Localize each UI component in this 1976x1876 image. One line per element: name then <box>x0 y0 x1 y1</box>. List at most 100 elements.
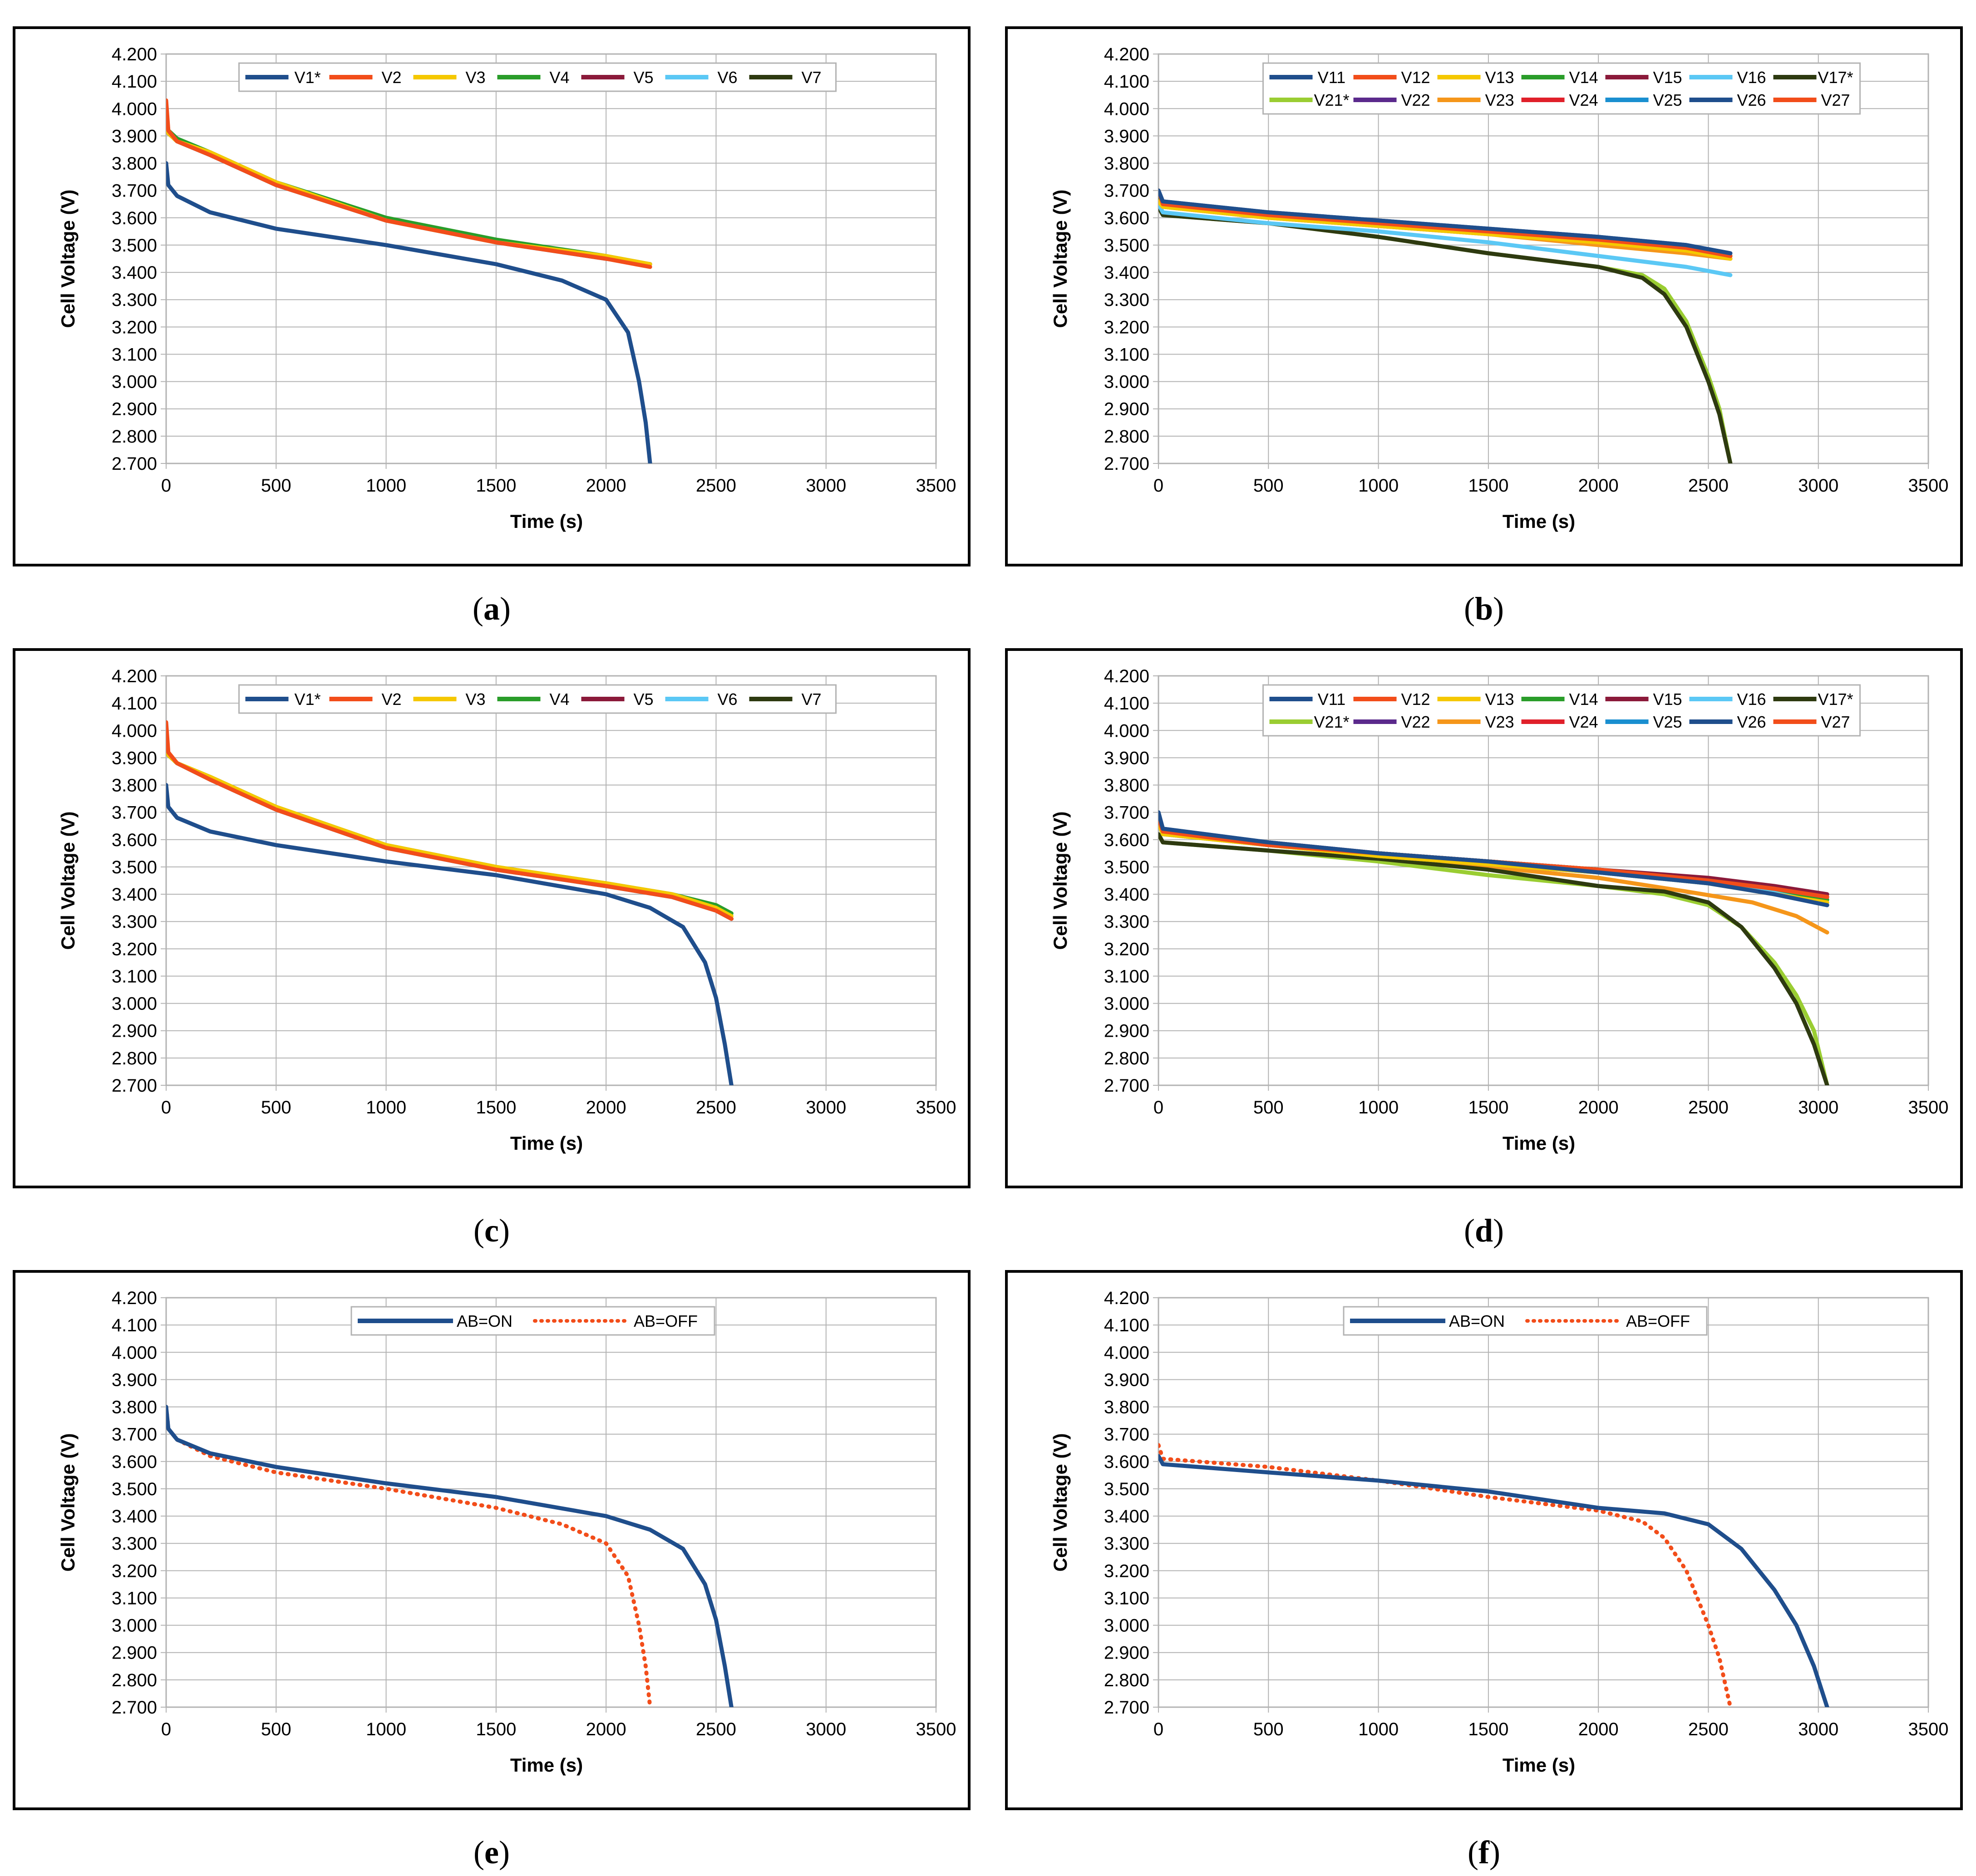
caption-e: (e) <box>473 1834 510 1871</box>
legend-label: V11 <box>1318 690 1345 709</box>
x-tick-label: 3000 <box>1798 1098 1838 1118</box>
x-axis-title: Time (s) <box>510 1132 583 1154</box>
legend-label: V5 <box>633 68 653 87</box>
series-line-v16 <box>1158 202 1733 277</box>
chart-svg-f: 2.700 2.800 2.900 3.000 3.100 3.200 3.300 3.400… <box>1050 1288 1949 1776</box>
y-tick-label: 3.300 <box>1104 912 1149 932</box>
legend-label: V14 <box>1569 68 1598 87</box>
legend-label: V26 <box>1737 713 1766 731</box>
x-tick-label: 0 <box>161 1719 171 1739</box>
y-tick-label: 3.600 <box>112 830 157 850</box>
x-tick-label: 3500 <box>916 1098 956 1118</box>
y-tick-label: 2.700 <box>112 1076 157 1096</box>
y-tick-label: 3.400 <box>112 263 157 283</box>
x-tick-label: 3500 <box>1908 1719 1949 1739</box>
series-line-v13 <box>1158 199 1733 261</box>
y-tick-label: 2.900 <box>1104 1021 1149 1041</box>
y-tick-label: 3.400 <box>1104 885 1149 905</box>
legend-label: V23 <box>1485 91 1514 109</box>
y-tick-label: 3.800 <box>112 776 157 796</box>
y-tick-label: 3.300 <box>112 1534 157 1554</box>
x-axis-title: Time (s) <box>1503 1132 1575 1154</box>
legend-label: V24 <box>1569 713 1598 731</box>
series-line-v17- <box>1158 832 1829 1085</box>
plot-area <box>165 1297 937 1708</box>
x-tick-label: 1000 <box>366 1098 406 1118</box>
series-group <box>166 720 734 1085</box>
series-line-v1- <box>166 161 652 463</box>
y-tick-label: 3.700 <box>112 181 157 201</box>
series-line-v2 <box>166 720 734 921</box>
legend-label: V15 <box>1653 690 1682 709</box>
x-tick-label: 3000 <box>1798 476 1838 496</box>
y-tick-label: 4.200 <box>112 44 157 64</box>
legend-label: V15 <box>1653 68 1682 87</box>
y-tick-label: 3.300 <box>112 290 157 310</box>
y-tick-label: 2.900 <box>112 399 157 419</box>
y-tick-label: 3.600 <box>112 208 157 228</box>
y-tick-label: 3.000 <box>1104 372 1149 392</box>
legend-label: V16 <box>1737 690 1766 709</box>
y-tick-label: 4.200 <box>1104 1288 1149 1308</box>
legend-label: V27 <box>1821 91 1850 109</box>
y-tick-label: 3.200 <box>1104 939 1149 959</box>
legend-label: V12 <box>1401 68 1430 87</box>
chart-panel-e: 2.700 2.800 2.900 3.000 3.100 3.200 3.300 3.400… <box>13 1270 971 1810</box>
x-tick-label: 2000 <box>1578 476 1619 496</box>
legend-label: V7 <box>801 68 821 87</box>
y-tick-label: 3.100 <box>112 1588 157 1608</box>
legend-label: V16 <box>1737 68 1766 87</box>
legend-label: V5 <box>633 690 653 709</box>
y-tick-label: 3.200 <box>1104 1561 1149 1581</box>
x-tick-label: 2000 <box>586 1098 626 1118</box>
series-group <box>1158 1443 1829 1707</box>
legend-label: V11 <box>1318 68 1345 87</box>
y-tick-label: 2.800 <box>1104 1670 1149 1690</box>
x-tick-label: 500 <box>261 476 291 496</box>
y-tick-label: 3.900 <box>112 748 157 768</box>
x-tick-label: 2000 <box>1578 1719 1619 1739</box>
x-tick-label: 500 <box>1253 1719 1284 1739</box>
y-tick-label: 3.400 <box>112 1507 157 1526</box>
y-axis-title: Cell Voltage (V) <box>57 190 79 328</box>
series-line-v1- <box>166 783 734 1085</box>
y-tick-label: 3.300 <box>1104 1534 1149 1554</box>
legend-label: AB=ON <box>1449 1312 1505 1330</box>
y-tick-label: 4.100 <box>1104 72 1149 92</box>
y-tick-label: 3.500 <box>1104 1479 1149 1499</box>
y-tick-label: 4.200 <box>1104 666 1149 686</box>
y-tick-label: 3.500 <box>112 1479 157 1499</box>
x-tick-label: 2500 <box>696 1719 736 1739</box>
x-tick-label: 2000 <box>586 476 626 496</box>
x-axis-title: Time (s) <box>1503 511 1575 532</box>
y-tick-label: 4.000 <box>112 99 157 119</box>
y-tick-label: 3.000 <box>1104 1616 1149 1636</box>
y-tick-label: 2.900 <box>1104 1643 1149 1663</box>
legend-label: V26 <box>1737 91 1766 109</box>
y-tick-label: 3.200 <box>112 1561 157 1581</box>
x-tick-label: 0 <box>161 1098 171 1118</box>
x-tick-label: 0 <box>161 476 171 496</box>
legend-label: V22 <box>1401 91 1430 109</box>
y-tick-label: 2.800 <box>1104 1049 1149 1068</box>
legend-label: V4 <box>549 68 569 87</box>
y-tick-label: 3.400 <box>1104 1507 1149 1526</box>
legend-label: V27 <box>1821 713 1850 731</box>
series-group <box>166 1405 734 1707</box>
y-tick-label: 4.200 <box>1104 44 1149 64</box>
y-tick-label: 4.100 <box>112 1315 157 1335</box>
legend-label: V6 <box>717 68 737 87</box>
legend-label: AB=ON <box>457 1312 512 1330</box>
x-tick-label: 1500 <box>1468 1719 1508 1739</box>
legend-label: V2 <box>381 690 401 709</box>
legend-label: V17* <box>1818 68 1853 87</box>
y-tick-label: 4.000 <box>112 721 157 741</box>
chart-svg-c: 2.700 2.800 2.900 3.000 3.100 3.200 3.300 3.400… <box>57 666 956 1154</box>
caption-b: (b) <box>1464 591 1504 627</box>
chart-svg-b: 2.700 2.800 2.900 3.000 3.100 3.200 3.300 3.400… <box>1050 44 1948 532</box>
legend-label: V3 <box>465 68 485 87</box>
y-tick-label: 3.600 <box>1104 208 1149 228</box>
x-tick-label: 3500 <box>916 1719 956 1739</box>
legend-label: V2 <box>381 68 401 87</box>
y-tick-label: 2.700 <box>112 454 157 474</box>
